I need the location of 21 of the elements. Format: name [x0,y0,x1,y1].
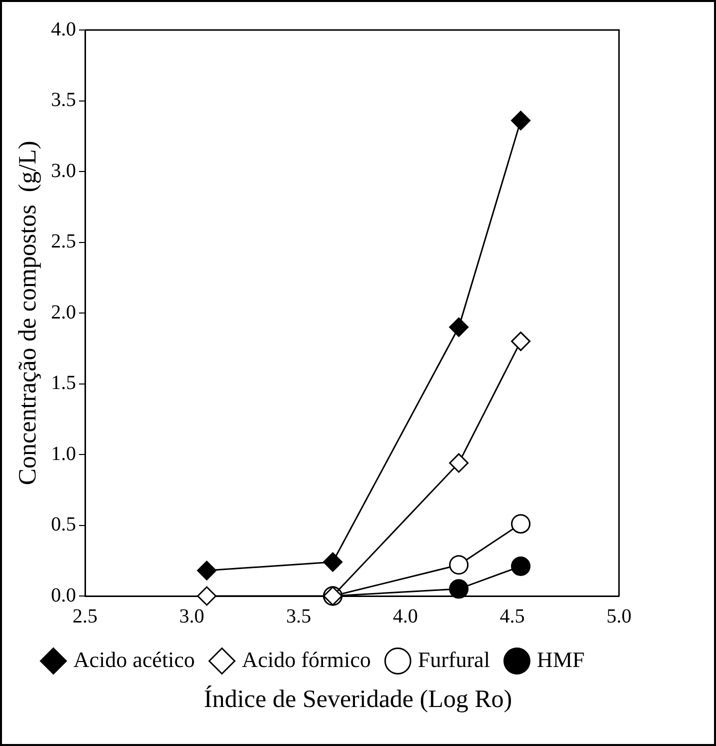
x-tick-label: 5.0 [606,605,632,628]
x-tick-label: 4.0 [392,605,418,628]
x-axis-title: Índice de Severidade (Log Ro) [202,686,514,714]
x-tick-label: 3.0 [179,605,204,628]
x-tick-label: 3.5 [286,605,312,628]
legend-label: Acido fórmico [242,646,371,672]
x-tick-label: 4.5 [500,605,525,628]
y-tick-label: 0.5 [51,514,76,536]
y-tick-label: 2.5 [51,230,76,252]
legend-label: HMF [536,646,585,672]
y-tick-label: 2.0 [51,301,76,324]
y-tick-label: 1.0 [51,442,76,465]
y-tick-label: 1.5 [51,372,76,394]
legend-label: Acido acético [73,646,195,672]
y-axis-title: Concentração de compostos (g/L) [14,140,42,486]
y-tick-label: 3.5 [51,89,76,111]
y-tick-label: 0.0 [51,584,76,606]
y-tick-label: 4.0 [51,18,76,40]
x-tick-label: 2.5 [72,605,98,628]
legend-label: Furfural [418,646,490,672]
y-tick-label: 3.0 [51,160,76,182]
